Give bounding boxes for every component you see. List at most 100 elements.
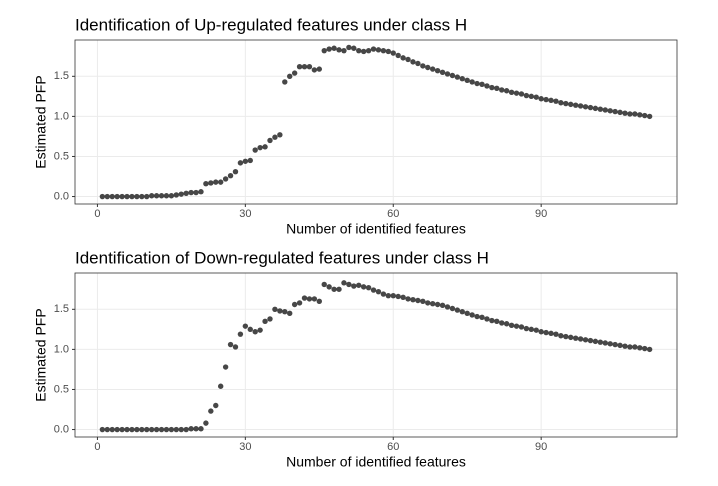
chart-title: Identification of Up-regulated features …	[75, 15, 467, 34]
point	[336, 286, 342, 292]
point	[198, 189, 204, 195]
point	[523, 325, 530, 332]
point	[203, 420, 209, 426]
point	[489, 317, 495, 324]
point	[464, 77, 470, 84]
point	[144, 426, 150, 433]
point	[415, 297, 421, 304]
point	[242, 158, 249, 164]
point	[296, 63, 303, 70]
point	[479, 81, 485, 88]
x-tick-label: 60	[387, 208, 399, 220]
point	[508, 322, 515, 329]
point	[252, 147, 258, 153]
point	[237, 160, 244, 166]
x-tick-label: 0	[94, 441, 100, 453]
point	[385, 48, 392, 55]
point	[360, 284, 367, 290]
point	[642, 345, 648, 352]
point	[173, 426, 180, 433]
point	[153, 426, 160, 433]
point	[287, 73, 293, 80]
point	[257, 144, 263, 151]
point	[291, 301, 298, 308]
point	[425, 300, 431, 306]
panel	[75, 273, 677, 437]
point	[434, 301, 441, 308]
point	[247, 326, 253, 333]
point	[272, 134, 278, 140]
point	[356, 47, 362, 54]
point	[602, 340, 608, 346]
point	[592, 338, 599, 345]
point	[503, 321, 510, 327]
point	[331, 45, 337, 51]
point	[104, 426, 110, 433]
point	[375, 47, 382, 53]
point	[444, 304, 451, 310]
point	[321, 47, 327, 54]
point	[489, 84, 495, 91]
point	[168, 193, 175, 199]
point	[454, 74, 461, 80]
point	[139, 193, 145, 200]
point	[301, 63, 308, 70]
point	[311, 67, 318, 73]
point	[420, 63, 426, 69]
point	[548, 330, 554, 337]
point	[148, 193, 155, 199]
point	[158, 426, 165, 433]
point	[163, 426, 170, 433]
y-tick-label: 1.0	[54, 343, 69, 355]
point	[148, 426, 155, 433]
point	[568, 101, 574, 108]
point	[405, 56, 411, 63]
point	[217, 383, 224, 389]
point	[178, 426, 184, 433]
point	[153, 193, 160, 199]
point	[627, 111, 633, 117]
point	[597, 339, 604, 345]
point	[173, 192, 180, 198]
point	[257, 327, 263, 333]
point	[582, 104, 589, 110]
point	[484, 83, 490, 89]
point	[449, 305, 456, 312]
point	[232, 168, 239, 175]
point	[494, 85, 500, 92]
point	[262, 318, 268, 325]
point	[193, 189, 199, 196]
point	[99, 426, 106, 433]
point	[439, 302, 446, 309]
point	[119, 193, 125, 200]
point	[420, 298, 426, 304]
point	[553, 331, 559, 337]
point	[356, 282, 362, 288]
point	[538, 96, 544, 102]
point	[331, 286, 337, 292]
point	[227, 341, 234, 348]
point	[351, 283, 357, 289]
point	[124, 426, 130, 433]
point	[109, 426, 115, 433]
point	[597, 106, 604, 112]
point	[109, 193, 115, 200]
point	[208, 408, 214, 414]
panel-border	[74, 272, 678, 438]
point	[380, 291, 387, 297]
point	[499, 87, 505, 93]
point	[262, 144, 268, 150]
point	[577, 336, 584, 342]
point	[469, 312, 475, 318]
point	[395, 293, 401, 300]
point	[227, 173, 234, 179]
point	[518, 91, 525, 97]
point	[232, 344, 239, 350]
point	[587, 104, 594, 111]
point	[558, 333, 564, 339]
point	[513, 323, 520, 329]
point	[592, 105, 599, 112]
point	[607, 341, 613, 347]
point	[311, 296, 318, 302]
point	[178, 191, 184, 197]
